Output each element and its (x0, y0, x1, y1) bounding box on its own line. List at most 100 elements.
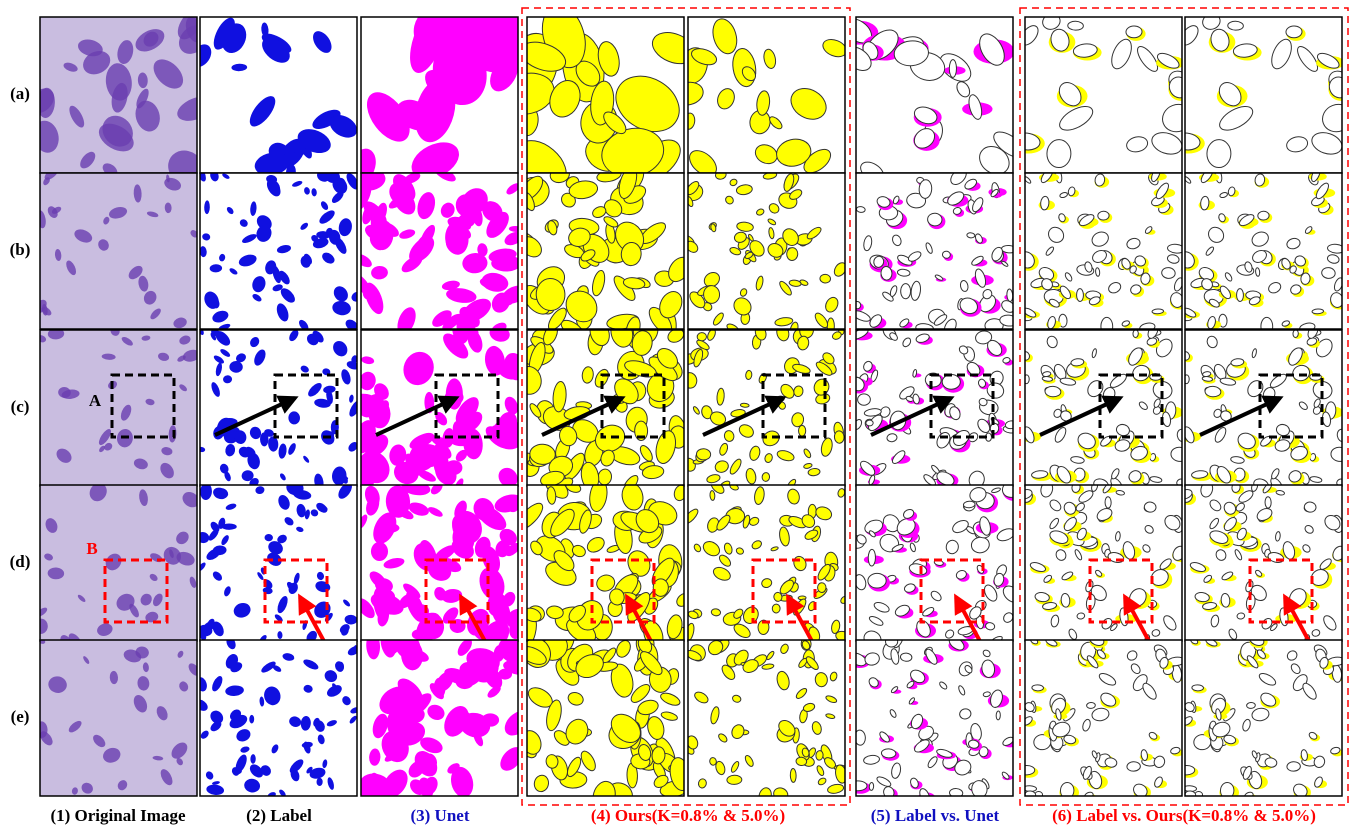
blob (967, 232, 975, 238)
blob (696, 448, 711, 460)
column-label: (3) Unet (410, 806, 469, 825)
image-cell (36, 324, 202, 486)
blob (1207, 139, 1232, 167)
image-cell (1172, 11, 1357, 173)
image-cell (31, 165, 199, 329)
image-cell (512, 163, 695, 342)
blob (710, 490, 716, 500)
blob (868, 573, 887, 588)
image-cell (851, 166, 1019, 337)
blob (901, 284, 911, 299)
blob (222, 523, 237, 529)
column-label: (4) Ours(K=0.8% & 5.0%) (591, 806, 785, 825)
blob (1068, 21, 1084, 30)
blob (1258, 211, 1270, 220)
blob (1133, 330, 1139, 338)
blob (709, 757, 717, 766)
image-cell (1012, 11, 1197, 173)
image-cell (196, 324, 363, 490)
image-cell (517, 629, 693, 813)
blob (815, 750, 823, 760)
blob (1265, 497, 1271, 509)
blob (1287, 761, 1301, 771)
blob (818, 583, 826, 593)
image-cell (1181, 323, 1349, 493)
marker-label: B (86, 539, 97, 558)
marker-label: A (89, 391, 102, 410)
blob (849, 781, 867, 791)
blob (1246, 702, 1255, 708)
image-cell (351, 624, 535, 808)
blob (1105, 497, 1111, 509)
blob (1006, 289, 1013, 302)
image-cell (346, 316, 529, 500)
image-cell (847, 633, 1017, 803)
column-label: (5) Label vs. Unet (871, 806, 1000, 825)
image-grid (23, 0, 1356, 813)
blob (868, 549, 876, 566)
blob (1236, 289, 1243, 302)
blob (1127, 761, 1141, 771)
blob (996, 711, 1000, 720)
blob (858, 394, 871, 405)
blob (869, 782, 874, 790)
blob (1152, 309, 1164, 314)
blob (727, 775, 742, 785)
blob (1095, 268, 1100, 277)
blob (1098, 211, 1110, 220)
image-cell (187, 14, 361, 180)
blob (1019, 765, 1035, 775)
image-cell (1015, 166, 1188, 335)
page: {"figure": { "row_labels": ["(a)", "(b)"… (0, 0, 1362, 835)
blob (798, 425, 805, 436)
row-label: (d) (10, 552, 31, 571)
blob (1255, 268, 1260, 277)
blob (1076, 289, 1083, 302)
row-label: (a) (10, 84, 30, 103)
image-cell (496, 0, 700, 195)
blob (772, 604, 780, 613)
image-cell (195, 165, 364, 333)
blob (856, 206, 865, 213)
blob (963, 501, 975, 508)
blob (1032, 685, 1044, 691)
image-cell (23, 4, 217, 191)
image-cell (671, 16, 849, 181)
image-cell (33, 480, 202, 650)
image-cell (35, 637, 201, 796)
blob (834, 431, 844, 444)
image-cell (839, 13, 1030, 184)
image-cell (681, 321, 845, 490)
blob (900, 653, 912, 662)
image-cell (847, 324, 1017, 490)
blob (1192, 685, 1204, 691)
blob (1293, 330, 1299, 338)
blob (881, 749, 896, 759)
column-label: (6) Label vs. Ours(K=0.8% & 5.0%) (1052, 806, 1316, 825)
image-cell (513, 314, 689, 496)
blob (762, 472, 770, 482)
image-cell (682, 170, 849, 336)
cell-bg (40, 173, 197, 329)
blob (949, 60, 956, 78)
cell-bg (688, 330, 845, 486)
blob (1228, 21, 1244, 30)
blob (1312, 309, 1324, 314)
blob (790, 768, 796, 782)
figure: A B (a) (b) (c) (d) (e) (1) Original Image (2) L… (0, 0, 1362, 830)
column-label: (2) Label (246, 806, 312, 825)
row-label: (e) (11, 707, 30, 726)
image-cell (193, 636, 361, 800)
row-label: (b) (10, 240, 31, 259)
image-cell (1019, 633, 1189, 801)
column-label: (1) Original Image (50, 806, 185, 825)
blob (820, 274, 831, 283)
image-cell (1021, 323, 1189, 493)
blob (703, 285, 720, 304)
cell-bg (1185, 485, 1342, 641)
image-cell (1179, 633, 1349, 801)
image-cell (350, 164, 530, 340)
row-label: (c) (11, 397, 30, 416)
blob (1126, 26, 1142, 38)
blob (1086, 702, 1095, 708)
